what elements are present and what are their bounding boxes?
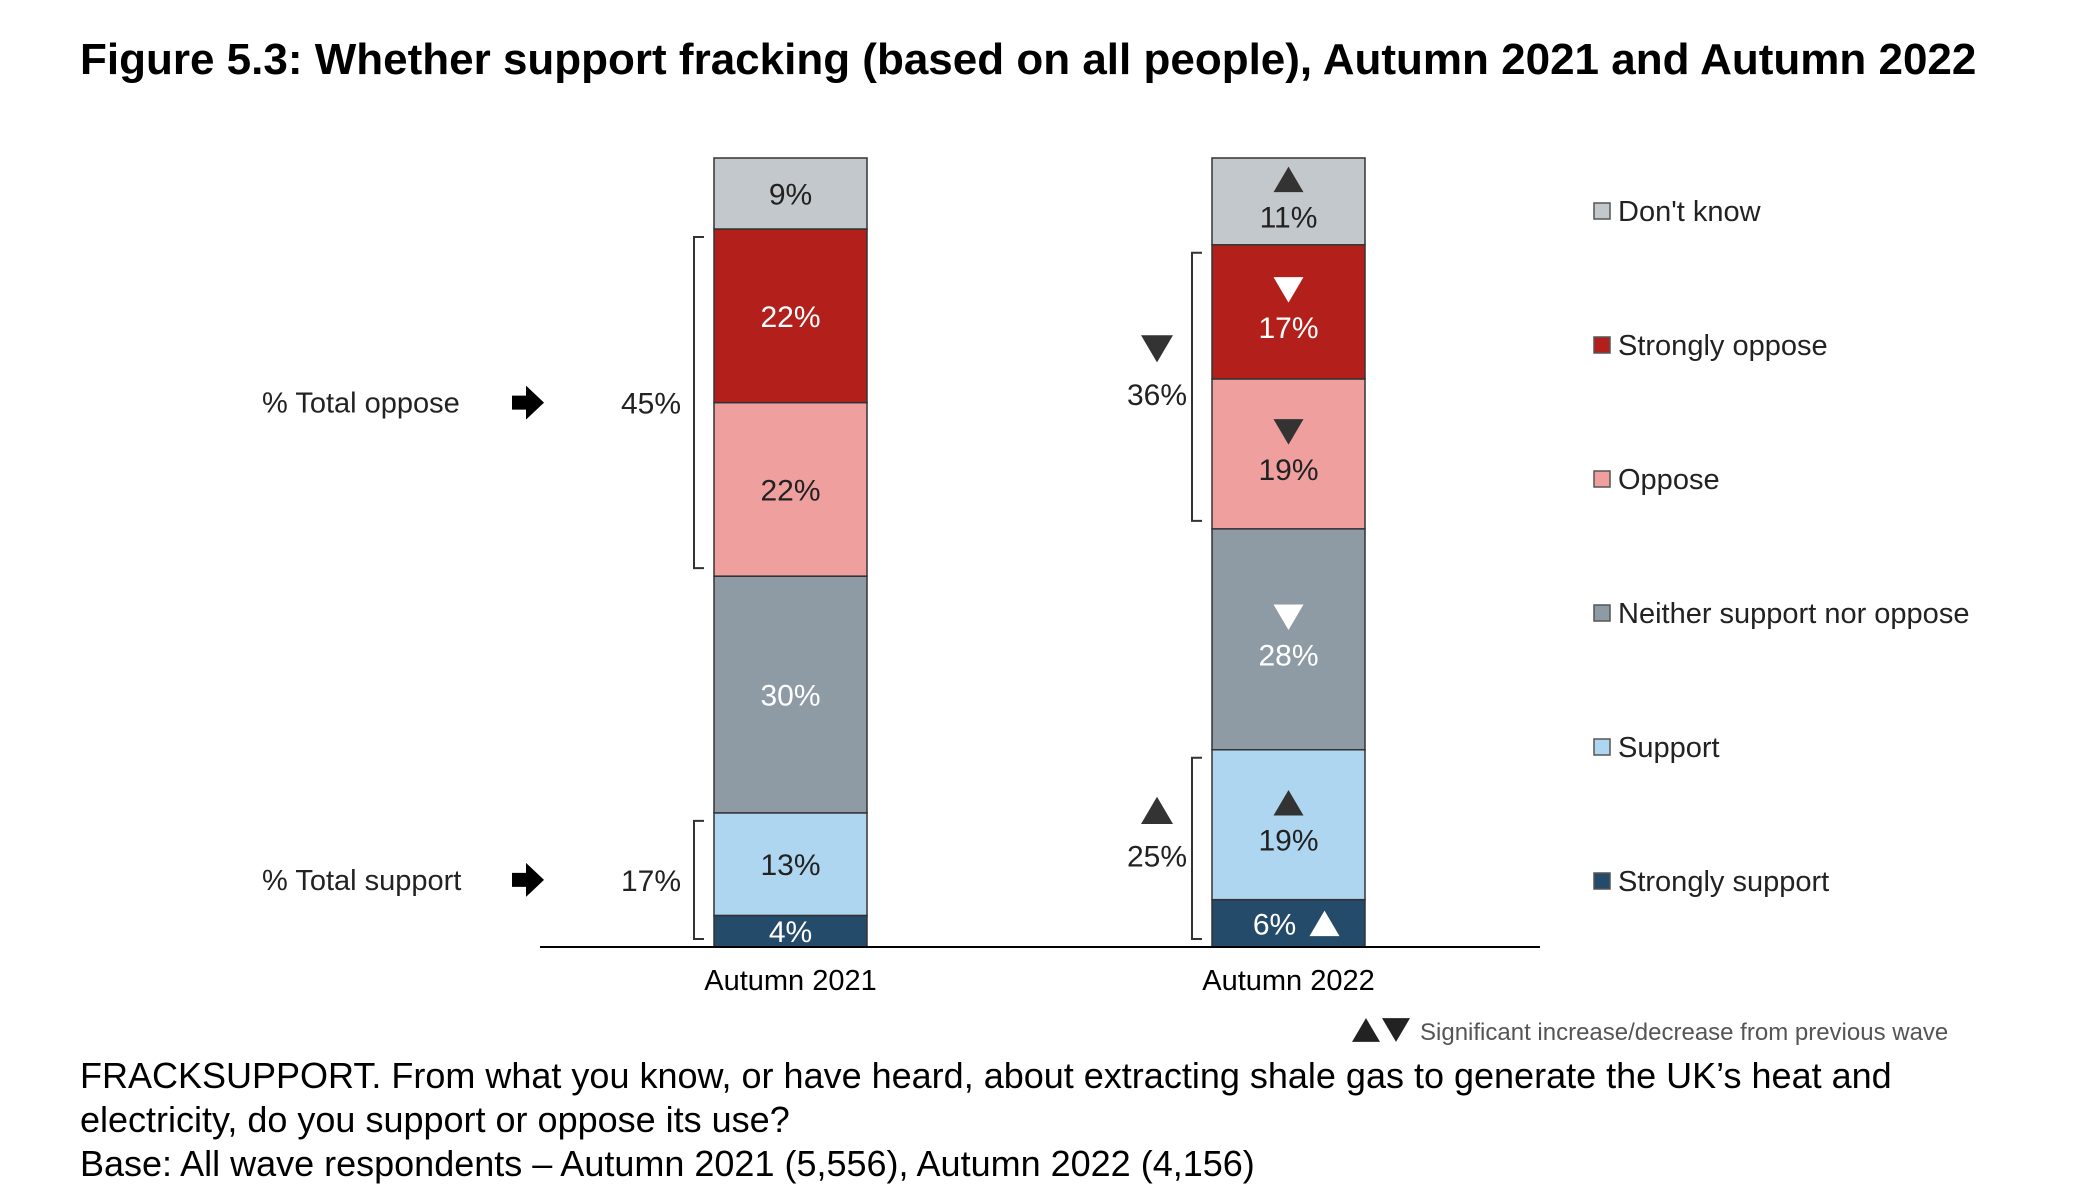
data-label-strongly-support-autumn-2021: 4%: [769, 916, 812, 949]
significance-up-icon: [1273, 789, 1304, 816]
total-support-label: % Total support: [262, 865, 461, 897]
significance-up-icon: [1352, 1018, 1380, 1042]
significance-down-icon: [1273, 604, 1304, 631]
data-label-neither-support-nor-oppose-autumn-2021: 30%: [760, 680, 820, 713]
bar-support-autumn-2022: [1211, 749, 1366, 901]
legend-label-don-t-know: Don't know: [1618, 196, 1762, 228]
legend-label-oppose: Oppose: [1618, 464, 1720, 496]
question-text: FRACKSUPPORT. From what you know, or hav…: [80, 1055, 1892, 1140]
total-support-value-autumn-2022: 25%: [1127, 840, 1187, 873]
labels-layer: Autumn 2021 Autumn 2022 4% 13% 30% 22% 22% 9% 6%…: [262, 166, 1375, 997]
bar-neither-support-nor-oppose-autumn-2021: [713, 575, 868, 814]
stacked-bar-chart: Autumn 2021 Autumn 2022 4% 13% 30% 22% 22% 9% 6%…: [262, 157, 1969, 1046]
bar-strongly-oppose-autumn-2022: [1211, 244, 1366, 380]
legend-swatch-support: [1593, 738, 1611, 756]
significance-down-icon: [1273, 419, 1304, 445]
significance-down-icon: [1273, 277, 1304, 303]
total-significance-down-icon: [1141, 335, 1173, 363]
significance-up-icon: [1309, 910, 1340, 937]
legend-label-support: Support: [1618, 732, 1720, 764]
bracket-support-autumn-2021: [693, 819, 704, 940]
legend-label-neither-support-nor-oppose: Neither support nor oppose: [1618, 598, 1969, 630]
legend-swatch-don-t-know: [1593, 202, 1611, 220]
total-oppose-label: % Total oppose: [262, 388, 460, 420]
arrow-right-icon: [512, 862, 544, 897]
bar-neither-support-nor-oppose-autumn-2022: [1211, 528, 1366, 751]
data-label-oppose-autumn-2021: 22%: [760, 474, 820, 507]
bar-strongly-support-autumn-2022: [1211, 898, 1366, 948]
base-text: Base: All wave respondents – Autumn 2021…: [80, 1143, 1255, 1184]
data-label-oppose-autumn-2022: 19%: [1258, 454, 1318, 487]
bars-layer: [713, 157, 1366, 948]
data-label-don-t-know-autumn-2021: 9%: [769, 179, 812, 212]
data-label-strongly-oppose-autumn-2022: 17%: [1258, 312, 1318, 345]
x-tick-label-autumn-2022: Autumn 2022: [1202, 965, 1375, 997]
legend-swatch-strongly-support: [1593, 872, 1611, 890]
bar-don-t-know-autumn-2021: [713, 157, 868, 230]
data-label-don-t-know-autumn-2022: 11%: [1260, 201, 1318, 234]
data-label-strongly-support-autumn-2022: 6%: [1253, 908, 1296, 941]
bracket-oppose-autumn-2022: [1191, 251, 1202, 522]
bracket-oppose-autumn-2021: [693, 236, 704, 570]
brackets-layer: [693, 236, 1202, 940]
x-tick-label-autumn-2021: Autumn 2021: [704, 965, 877, 997]
data-label-neither-support-nor-oppose-autumn-2022: 28%: [1258, 639, 1318, 672]
legend-label-strongly-oppose: Strongly oppose: [1618, 330, 1828, 362]
data-label-support-autumn-2022: 19%: [1258, 825, 1318, 858]
legend-swatch-oppose: [1593, 470, 1611, 488]
arrow-right-icon: [512, 385, 544, 420]
chart-footer: FRACKSUPPORT. From what you know, or hav…: [80, 1054, 2020, 1186]
data-label-strongly-oppose-autumn-2021: 22%: [760, 301, 820, 334]
bar-oppose-autumn-2021: [713, 401, 868, 577]
legend-label-strongly-support: Strongly support: [1618, 866, 1829, 898]
bar-strongly-support-autumn-2021: [713, 914, 868, 948]
total-support-value-autumn-2021: 17%: [621, 865, 681, 898]
data-label-support-autumn-2021: 13%: [760, 849, 820, 882]
total-significance-up-icon: [1141, 796, 1173, 824]
significance-down-icon: [1382, 1018, 1410, 1042]
chart-title: Figure 5.3: Whether support fracking (ba…: [80, 35, 1977, 84]
bar-strongly-oppose-autumn-2021: [713, 228, 868, 404]
bracket-support-autumn-2022: [1191, 756, 1202, 940]
significance-note: Significant increase/decrease from previ…: [1420, 1019, 1948, 1046]
legend-swatch-strongly-oppose: [1593, 336, 1611, 354]
legend-layer: Don't know Strongly oppose Oppose Neither s…: [1352, 196, 1969, 1042]
total-oppose-value-autumn-2021: 45%: [621, 388, 681, 421]
legend-swatch-neither-support-nor-oppose: [1593, 604, 1611, 622]
significance-up-icon: [1273, 166, 1304, 193]
bar-oppose-autumn-2022: [1211, 378, 1366, 530]
total-oppose-value-autumn-2022: 36%: [1127, 379, 1187, 412]
